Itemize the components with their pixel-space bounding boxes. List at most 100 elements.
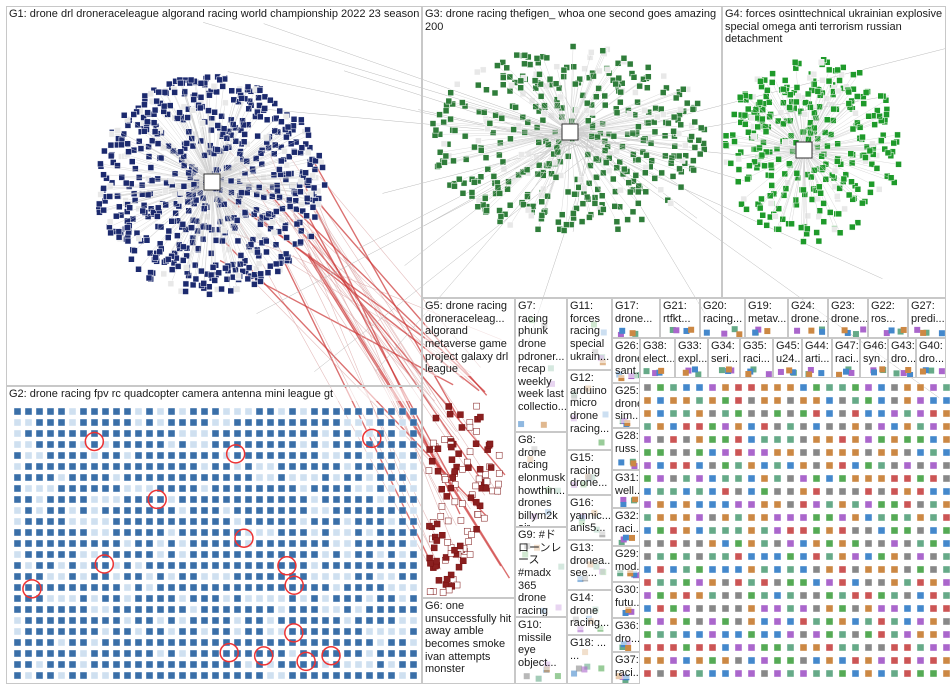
node (303, 212, 310, 219)
node (141, 101, 148, 108)
node (786, 474, 795, 483)
node (165, 227, 173, 235)
group-panel: G43: dro... (888, 338, 916, 378)
node (799, 539, 808, 548)
node (255, 232, 263, 240)
node (669, 500, 678, 509)
node (799, 630, 808, 639)
edge (211, 160, 282, 183)
node (890, 526, 899, 535)
group-label: G37: raci... (615, 654, 640, 680)
node (656, 669, 665, 678)
node (721, 383, 730, 392)
node (942, 461, 950, 470)
node (643, 604, 652, 613)
node (903, 552, 912, 561)
node (187, 224, 195, 231)
node (297, 238, 304, 246)
node (271, 100, 278, 107)
node (211, 277, 218, 284)
node (682, 461, 691, 470)
node (812, 487, 821, 496)
node (278, 118, 285, 125)
node (773, 435, 782, 444)
node (255, 184, 263, 191)
group-label: G20: racing... (703, 300, 743, 326)
group-panel: G14: drone racing... (567, 590, 612, 635)
node (199, 120, 206, 127)
node (786, 500, 795, 509)
group-panel: G29: mod... (612, 546, 640, 582)
node (669, 617, 678, 626)
group-label: G15: racing drone... (570, 452, 610, 490)
node (838, 617, 847, 626)
node (708, 643, 717, 652)
node (773, 448, 782, 457)
node (570, 63, 577, 71)
group-label: G43: dro... (891, 340, 916, 366)
node (747, 435, 756, 444)
group-label: G32: raci... (615, 510, 640, 536)
node (656, 409, 665, 418)
node (812, 656, 821, 665)
node (747, 396, 756, 405)
node (942, 552, 950, 561)
node (799, 617, 808, 626)
node (799, 591, 808, 600)
node (812, 604, 821, 613)
node (799, 526, 808, 535)
node (291, 148, 298, 156)
node (747, 383, 756, 392)
node (122, 179, 130, 187)
node (864, 656, 873, 665)
edge (211, 181, 278, 192)
node (864, 422, 873, 431)
node (916, 578, 925, 587)
node (838, 604, 847, 613)
node (695, 396, 704, 405)
node (825, 669, 834, 678)
node (760, 578, 769, 587)
node (682, 422, 691, 431)
group-label: G16: yannic... anis5... (570, 497, 611, 535)
node (227, 287, 234, 295)
node (812, 461, 821, 470)
node (799, 474, 808, 483)
node (238, 95, 245, 102)
node (929, 461, 938, 470)
node (223, 276, 231, 283)
node (656, 461, 665, 470)
group-panel: G46: syn... (860, 338, 888, 378)
edge (296, 200, 451, 520)
node (682, 500, 691, 509)
node (942, 630, 950, 639)
node (734, 435, 743, 444)
node (721, 591, 730, 600)
node (773, 526, 782, 535)
node (929, 591, 938, 600)
node (812, 617, 821, 626)
node (929, 617, 938, 626)
node (160, 102, 168, 110)
node (721, 500, 730, 509)
node (760, 617, 769, 626)
node (734, 474, 743, 483)
group-panel: G27: predi... (908, 298, 946, 338)
node (311, 166, 319, 173)
node (864, 396, 873, 405)
node (747, 604, 756, 613)
node (669, 448, 678, 457)
node (189, 107, 197, 114)
node (825, 630, 834, 639)
node (786, 552, 795, 561)
node (708, 448, 717, 457)
node (118, 141, 125, 149)
node (760, 565, 769, 574)
edge (103, 174, 213, 183)
group-label: G30: futu... (615, 584, 640, 610)
node (773, 617, 782, 626)
group-label: G6: one unsuccessfully hit away amble be… (425, 600, 513, 676)
node (851, 656, 860, 665)
node (890, 643, 899, 652)
node (215, 269, 222, 277)
